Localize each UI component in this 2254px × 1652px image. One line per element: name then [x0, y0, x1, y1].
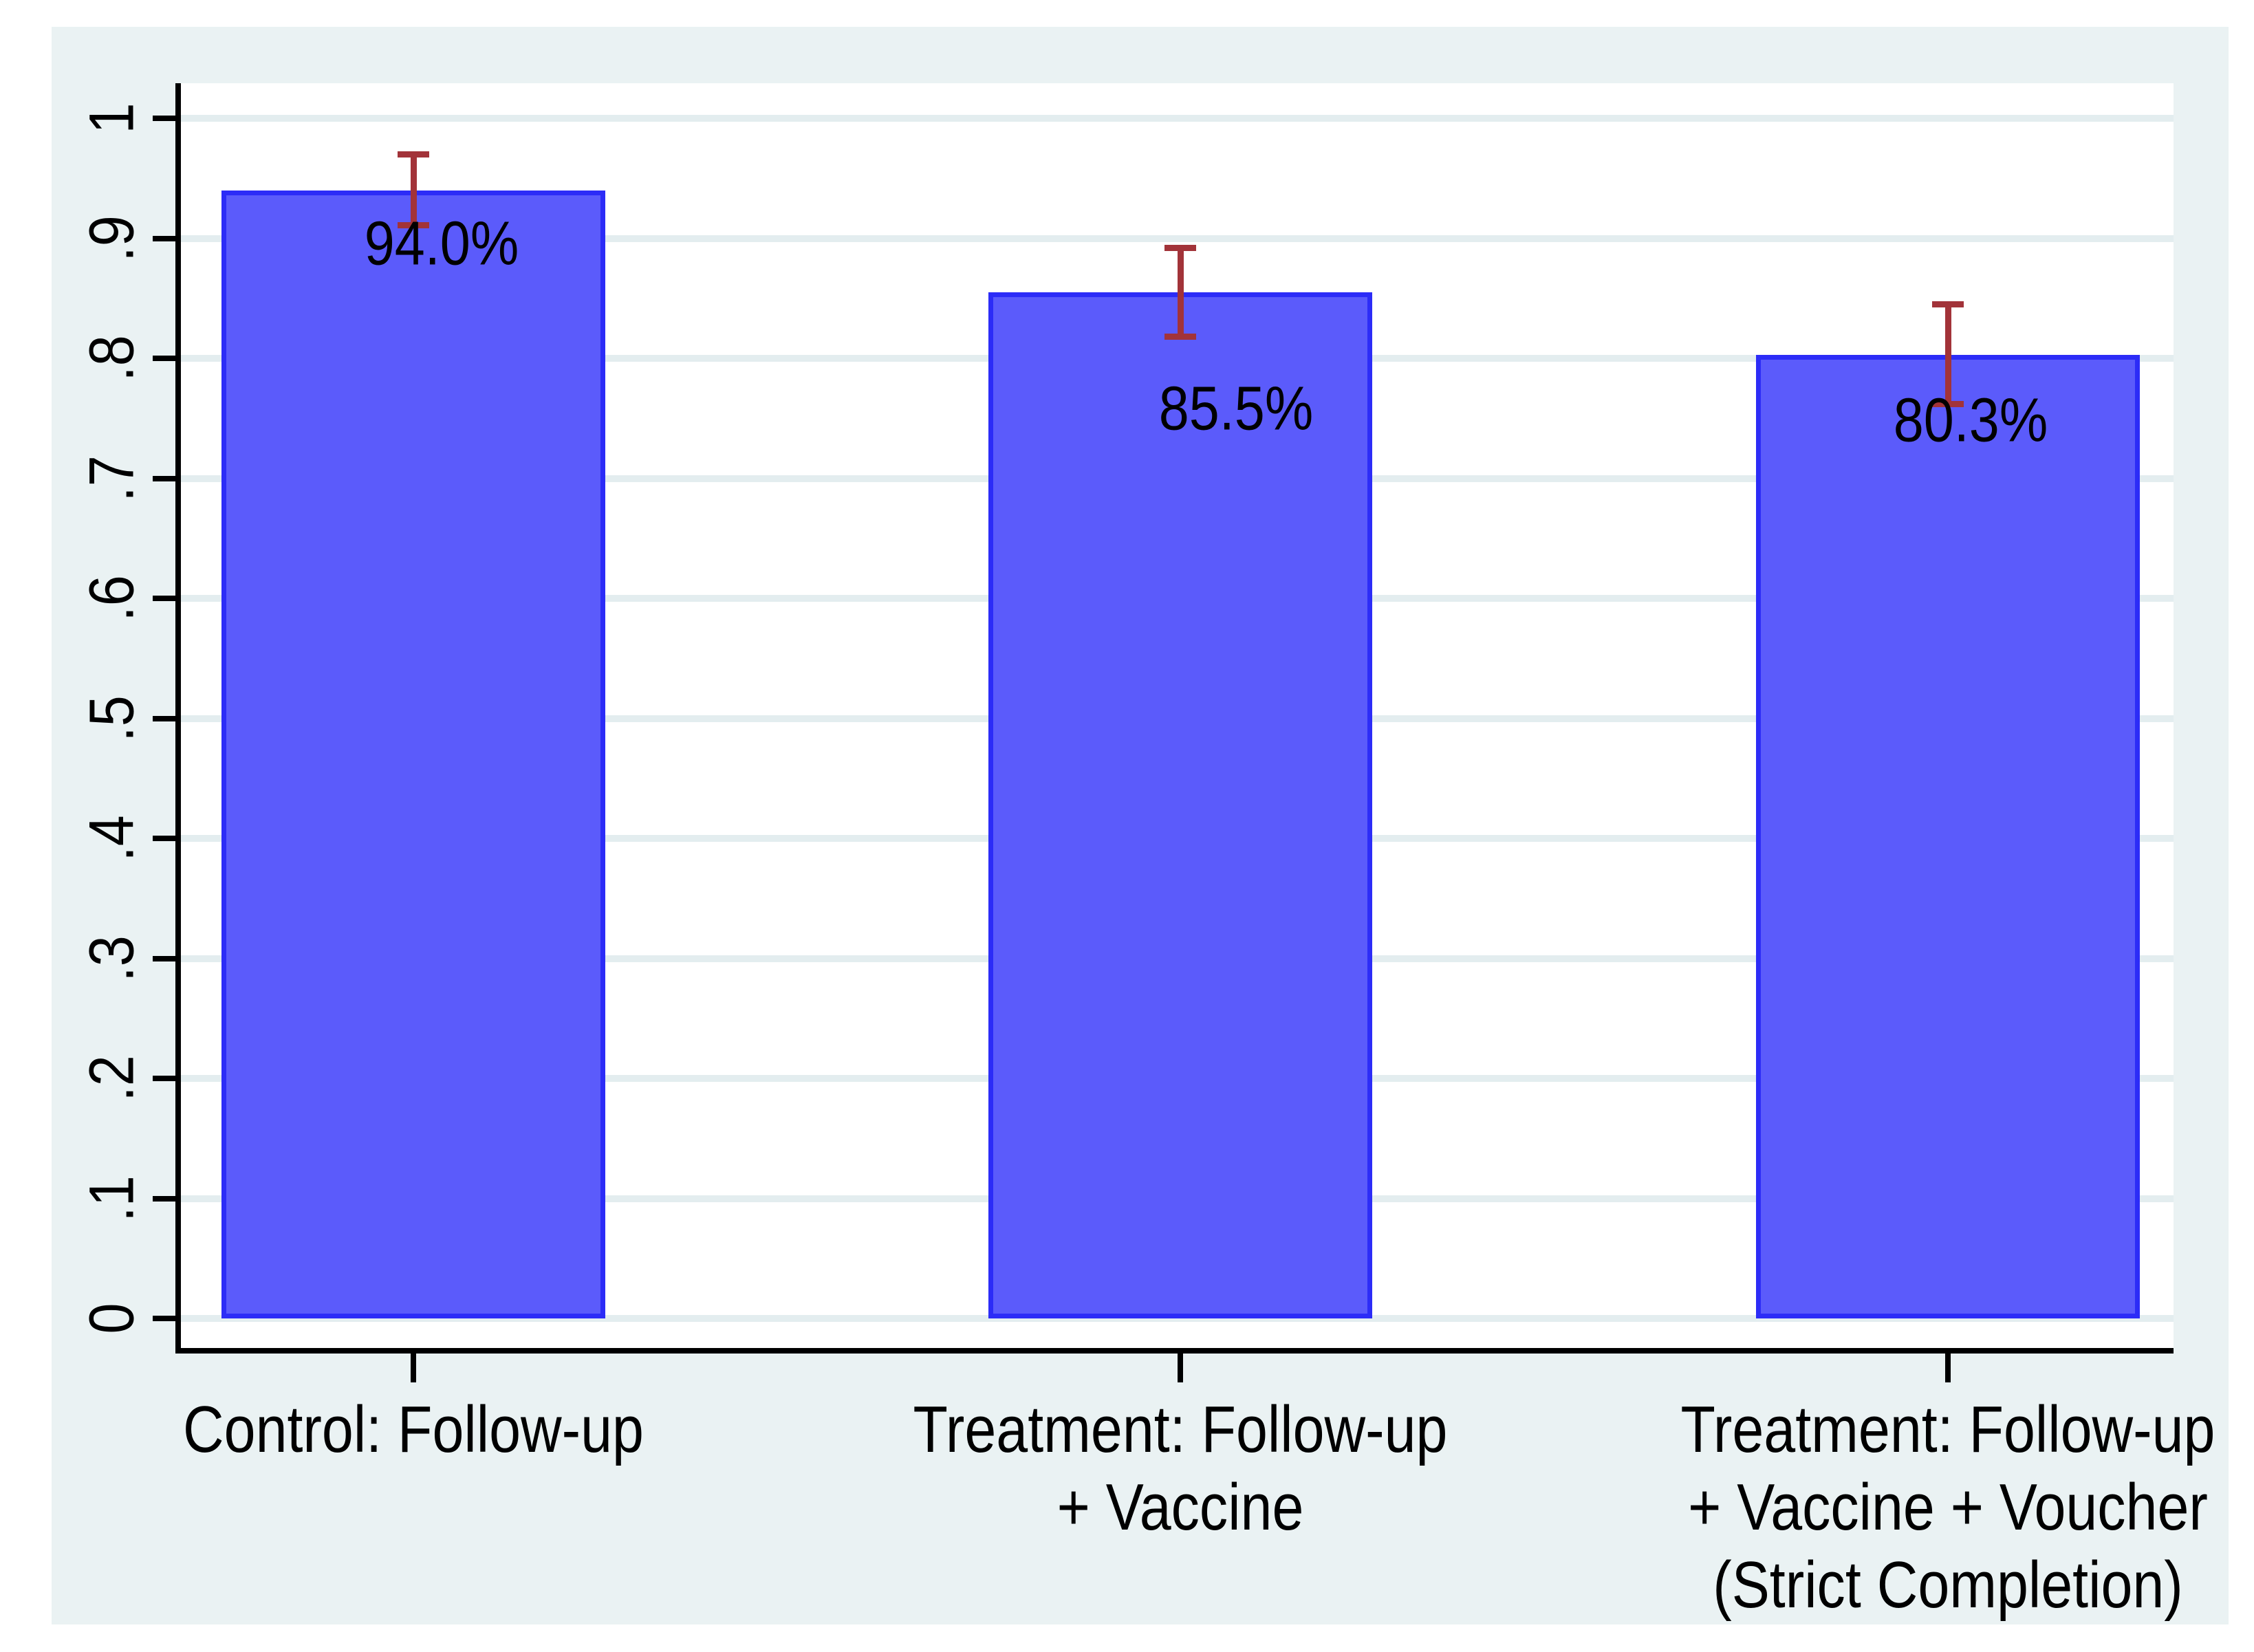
x-category-label-line: + Vaccine	[1056, 1470, 1304, 1544]
y-axis-tick	[153, 836, 175, 841]
error-bar-line	[1177, 248, 1184, 337]
error-bar-cap-bottom	[1164, 334, 1196, 340]
y-axis-tick	[153, 596, 175, 601]
y-axis-tick	[153, 235, 175, 241]
y-axis-tick	[153, 1195, 175, 1202]
y-tick-label: .6	[76, 575, 147, 622]
y-axis-tick	[153, 1076, 175, 1081]
error-bar-cap-top	[1164, 244, 1196, 251]
bar	[1756, 354, 2140, 1318]
error-bar-cap-top	[1932, 301, 1964, 307]
y-tick-label: .7	[76, 455, 147, 502]
x-category-label: Treatment: Follow-up + Vaccine	[913, 1391, 1448, 1546]
y-axis-tick	[153, 356, 175, 361]
x-axis-line	[175, 1348, 2174, 1354]
error-bar-cap-top	[398, 151, 429, 157]
y-tick-label: .3	[76, 935, 147, 982]
bar-value-label: 80.3%	[1893, 386, 2048, 455]
error-bar-cap-bottom	[398, 221, 429, 228]
y-tick-label: .8	[76, 335, 147, 382]
error-bar-line	[410, 154, 417, 226]
x-axis-tick	[1178, 1354, 1183, 1382]
bar-value-label: 94.0%	[364, 209, 519, 279]
y-tick-label: .5	[76, 695, 147, 742]
y-tick-label: .4	[76, 815, 147, 862]
x-axis-tick	[1945, 1354, 1951, 1382]
x-category-label-line: + Vaccine + Voucher	[1688, 1470, 2208, 1544]
y-axis-tick	[153, 475, 175, 481]
y-tick-label: .2	[76, 1055, 147, 1102]
bar-value-label: 85.5%	[1158, 374, 1314, 444]
error-bar-line	[1944, 304, 1951, 404]
x-category-label-line: (Strict Completion)	[1713, 1548, 2183, 1622]
x-category-label: Control: Follow-up	[183, 1391, 644, 1468]
x-category-label-line: Treatment: Follow-up	[1680, 1393, 2215, 1466]
y-tick-label: .9	[76, 215, 147, 262]
y-axis-tick	[153, 715, 175, 721]
gridline	[181, 235, 2174, 242]
y-tick-label: 0	[76, 1303, 147, 1334]
gridline	[181, 1315, 2174, 1322]
bar	[988, 292, 1372, 1318]
y-axis-tick	[153, 116, 175, 121]
y-tick-label: .1	[76, 1175, 147, 1222]
x-category-label: Treatment: Follow-up + Vaccine + Voucher(…	[1681, 1391, 2215, 1624]
x-category-label-line: Treatment: Follow-up	[913, 1393, 1448, 1466]
y-axis-tick	[153, 955, 175, 961]
x-axis-tick	[411, 1354, 416, 1382]
error-bar-cap-bottom	[1932, 400, 1964, 407]
y-tick-label: 1	[76, 102, 147, 134]
y-axis-tick	[153, 1316, 175, 1321]
y-axis-line	[175, 83, 181, 1354]
gridline	[181, 115, 2174, 122]
bar	[221, 190, 605, 1318]
x-category-label-line: Control: Follow-up	[183, 1393, 644, 1466]
